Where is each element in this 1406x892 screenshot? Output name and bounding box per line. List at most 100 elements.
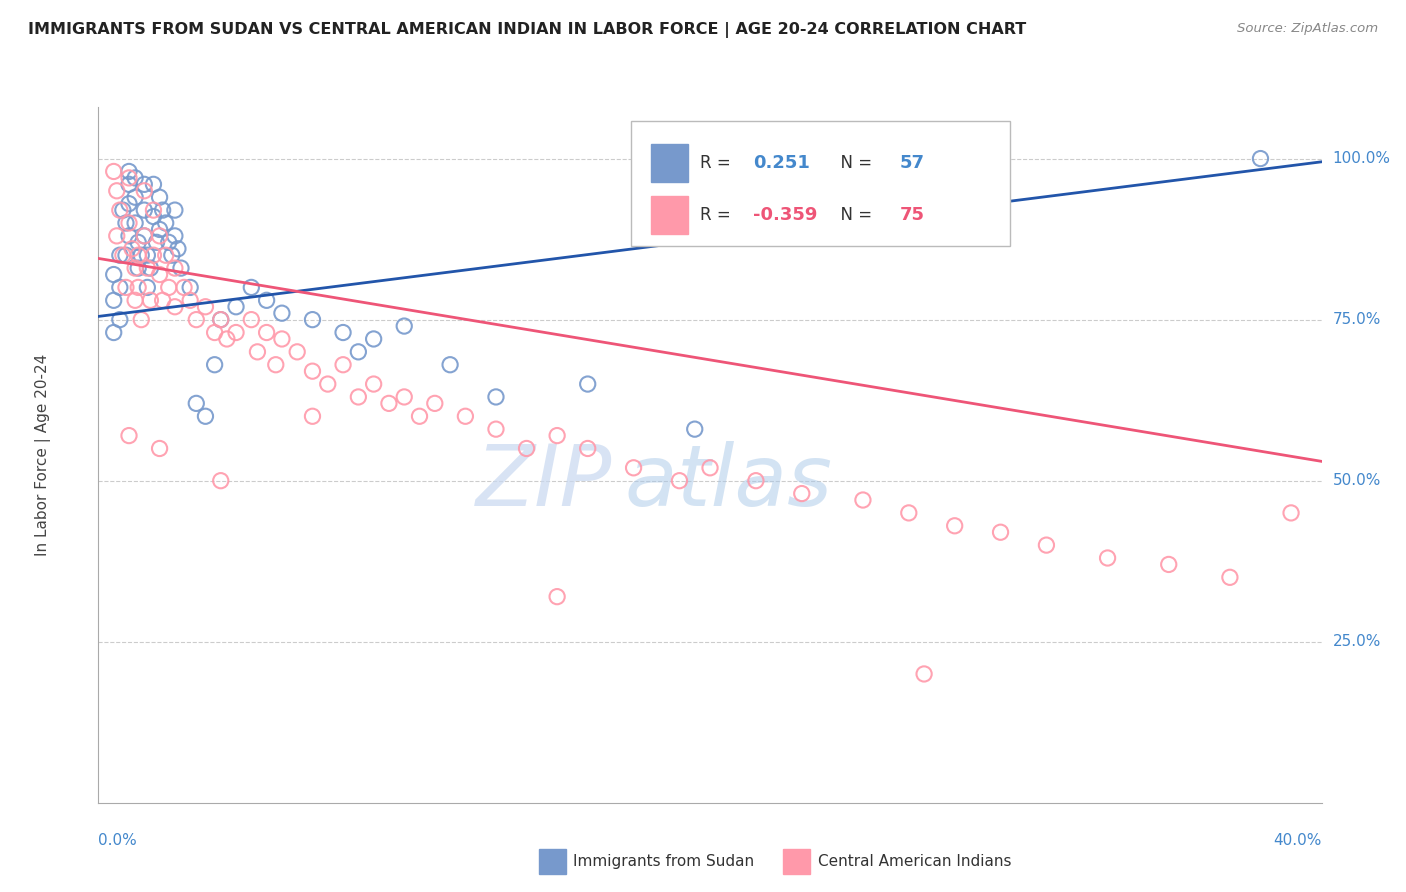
Point [699, 460, 721, 475]
Point [454, 409, 477, 424]
Point [124, 190, 146, 204]
Point [103, 293, 125, 308]
Point [157, 280, 180, 294]
Point [108, 312, 131, 326]
Point [204, 358, 226, 372]
Text: 100.0%: 100.0% [1333, 151, 1391, 166]
Point [1097, 551, 1119, 566]
Point [108, 248, 131, 262]
Point [155, 248, 177, 262]
Point [240, 280, 263, 294]
Point [332, 358, 354, 372]
FancyBboxPatch shape [651, 144, 688, 182]
Point [485, 422, 508, 436]
Point [127, 280, 149, 294]
Point [186, 312, 208, 326]
Point [127, 235, 149, 250]
Point [943, 518, 966, 533]
Point [103, 164, 125, 178]
Point [170, 261, 193, 276]
Point [912, 667, 935, 681]
Point [129, 312, 152, 326]
Point [124, 216, 146, 230]
Point [142, 210, 165, 224]
Point [408, 409, 430, 424]
Point [194, 409, 217, 424]
Point [1157, 558, 1180, 572]
Text: R =: R = [700, 206, 737, 224]
Point [1035, 538, 1057, 552]
Point [127, 261, 149, 276]
Point [209, 474, 232, 488]
Point [160, 248, 183, 262]
Point [142, 178, 165, 192]
Point [270, 306, 292, 320]
Point [852, 493, 875, 508]
Text: 50.0%: 50.0% [1333, 473, 1381, 488]
Point [256, 293, 278, 308]
Point [316, 377, 339, 392]
Point [142, 248, 165, 262]
Point [363, 332, 385, 346]
Point [363, 377, 385, 392]
Point [163, 300, 186, 314]
Point [149, 268, 172, 282]
Text: R =: R = [700, 153, 737, 171]
Point [378, 396, 401, 410]
Point [301, 364, 323, 378]
Point [576, 442, 599, 456]
Point [118, 228, 141, 243]
Text: Source: ZipAtlas.com: Source: ZipAtlas.com [1237, 22, 1378, 36]
Point [111, 203, 134, 218]
Point [301, 409, 323, 424]
Point [163, 261, 186, 276]
Point [111, 248, 134, 262]
Point [225, 326, 247, 340]
Point [134, 228, 156, 243]
Text: -0.359: -0.359 [752, 206, 817, 224]
Point [103, 268, 125, 282]
Point [149, 442, 172, 456]
Point [745, 474, 768, 488]
Point [139, 293, 162, 308]
Point [546, 428, 568, 442]
Point [668, 474, 690, 488]
Point [157, 235, 180, 250]
Point [332, 326, 354, 340]
Point [124, 261, 146, 276]
Point [115, 248, 138, 262]
Point [163, 203, 186, 218]
Point [576, 377, 599, 392]
Point [163, 228, 186, 243]
Point [136, 280, 159, 294]
Point [129, 248, 152, 262]
Text: 75.0%: 75.0% [1333, 312, 1381, 327]
Point [145, 235, 167, 250]
Point [264, 358, 287, 372]
Point [134, 228, 156, 243]
Point [215, 332, 238, 346]
Point [209, 312, 232, 326]
Text: In Labor Force | Age 20-24: In Labor Force | Age 20-24 [35, 354, 52, 556]
Point [121, 242, 143, 256]
Point [152, 203, 174, 218]
Point [186, 396, 208, 410]
Point [134, 203, 156, 218]
Point [155, 216, 177, 230]
Point [118, 216, 141, 230]
Point [142, 203, 165, 218]
Point [105, 184, 128, 198]
Text: N =: N = [830, 206, 877, 224]
Text: 25.0%: 25.0% [1333, 634, 1381, 649]
Point [225, 300, 247, 314]
Point [134, 178, 156, 192]
Point [204, 326, 226, 340]
Point [118, 178, 141, 192]
Point [108, 203, 131, 218]
Point [179, 280, 201, 294]
Point [240, 312, 263, 326]
Text: Central American Indians: Central American Indians [818, 855, 1011, 870]
Point [149, 222, 172, 236]
Point [516, 442, 538, 456]
Text: 75: 75 [900, 206, 925, 224]
